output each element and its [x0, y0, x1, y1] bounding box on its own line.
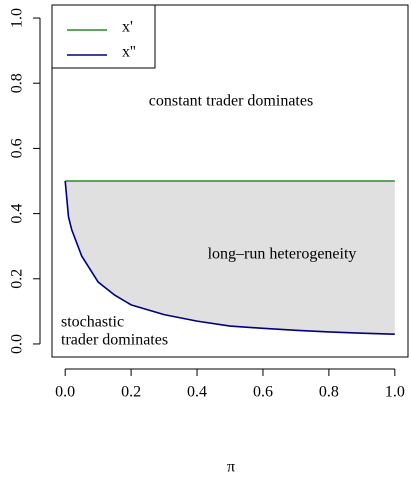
- x-tick-label: 1.0: [385, 384, 405, 401]
- annotation: long–run heterogeneity: [208, 246, 357, 263]
- legend-box: [52, 5, 155, 68]
- y-tick-label: 0.6: [9, 138, 26, 158]
- x-tick-label: 0.6: [253, 384, 273, 401]
- y-tick-label: 1.0: [9, 8, 26, 28]
- annotation: trader dominates: [61, 332, 168, 349]
- x-tick-label: 0.2: [121, 384, 141, 401]
- x-axis-label: π: [227, 459, 235, 476]
- x-tick-label: 0.4: [187, 384, 207, 401]
- y-tick-label: 0.8: [9, 73, 26, 93]
- x-tick-label: 0.0: [55, 384, 75, 401]
- legend-label: x'': [122, 44, 136, 61]
- annotation: stochastic: [61, 314, 124, 331]
- y-tick-label: 0.4: [9, 204, 26, 224]
- x-tick-label: 0.8: [319, 384, 339, 401]
- y-tick-label: 0.0: [9, 334, 26, 354]
- annotation: constant trader dominates: [149, 93, 313, 110]
- chart: π 0.0 0.2 0.4 0.6 0.8 1.0 0.0 0.2 0.4 0.6 0.8 1.0 co…: [0, 0, 411, 487]
- legend-label: x': [122, 19, 133, 36]
- y-tick-label: 0.2: [9, 269, 26, 289]
